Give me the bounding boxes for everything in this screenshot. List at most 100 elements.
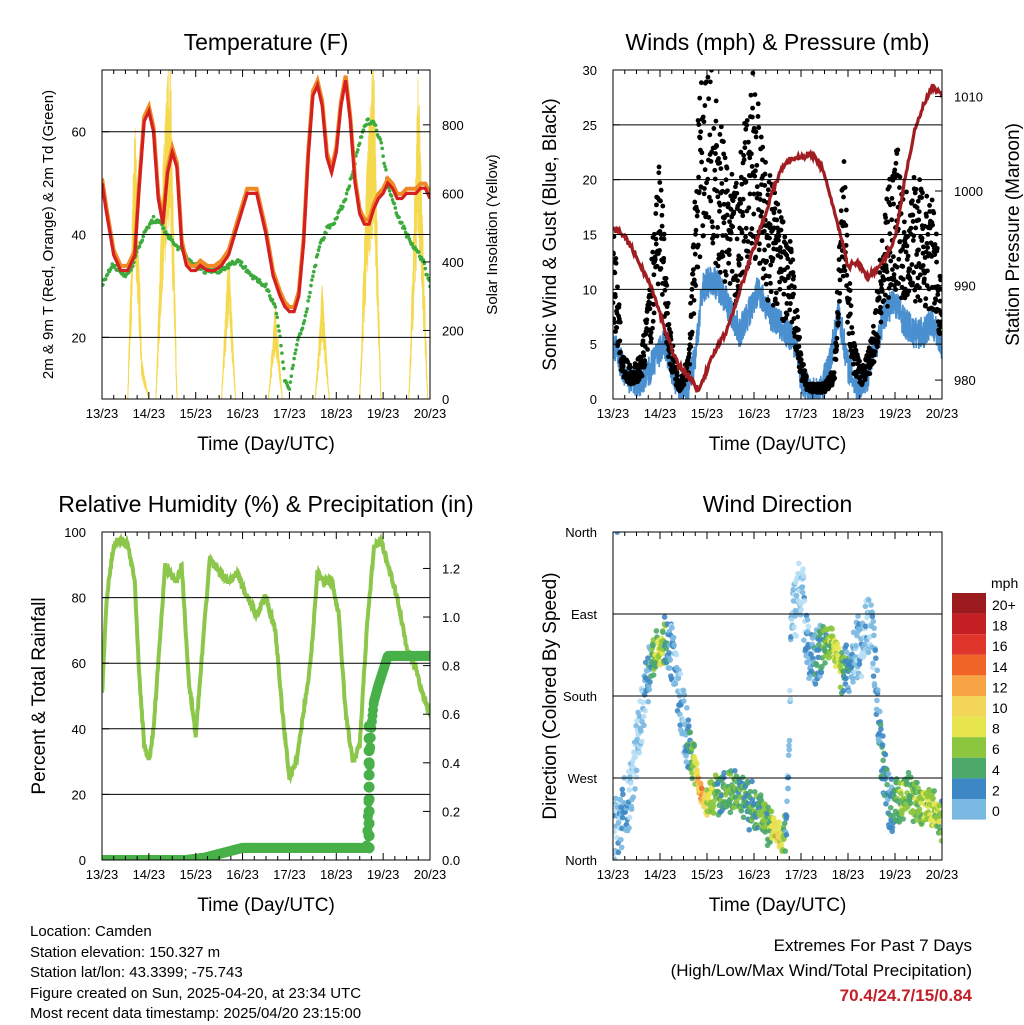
gust-point — [890, 267, 895, 272]
colorbar-label: 10 — [992, 700, 1008, 716]
gust-point — [751, 191, 757, 197]
gust-point — [749, 114, 755, 120]
dewpoint-point — [274, 311, 279, 316]
direction-title: Wind Direction — [703, 491, 853, 517]
gust-point — [894, 264, 900, 270]
dewpoint-point — [311, 274, 315, 278]
precip-point — [363, 769, 375, 781]
direction-point — [728, 768, 734, 774]
dewpoint-point — [378, 137, 383, 142]
direction-point — [856, 661, 863, 667]
gust-point — [683, 377, 689, 383]
gust-point — [696, 189, 702, 195]
gust-point — [891, 201, 896, 207]
gust-point — [910, 280, 916, 286]
x-tick-label: 19/23 — [879, 867, 912, 882]
direction-point — [667, 657, 674, 663]
gust-point — [697, 254, 703, 260]
gust-point — [923, 296, 929, 302]
gust-point — [870, 323, 876, 329]
gust-point — [741, 157, 747, 163]
gust-point — [831, 370, 837, 375]
gust-point — [760, 144, 766, 150]
y-tick-label: 100 — [64, 525, 86, 540]
gust-point — [733, 273, 739, 279]
precip-point — [363, 793, 375, 805]
gust-point — [718, 124, 724, 130]
gust-point — [719, 249, 725, 255]
gust-point — [747, 155, 753, 161]
gust-point — [917, 298, 923, 303]
gust-point — [687, 361, 693, 367]
dewpoint-point — [373, 123, 378, 127]
dewpoint-point — [105, 272, 110, 277]
gust-point — [919, 195, 924, 200]
dewpoint-point — [307, 295, 311, 299]
y-tick-label: 40 — [72, 722, 86, 737]
direction-plot-area — [613, 532, 942, 860]
gust-point — [720, 253, 726, 259]
x-tick-label: 20/23 — [926, 406, 959, 421]
direction-point — [727, 809, 734, 816]
gust-point — [768, 280, 773, 286]
x-tick-label: 13/23 — [86, 406, 119, 421]
gust-point — [771, 210, 777, 216]
dewpoint-point — [279, 343, 283, 348]
gust-point — [749, 151, 754, 157]
dewpoint-point — [422, 261, 427, 266]
dewpoint-point — [380, 146, 385, 151]
gust-point — [937, 330, 942, 336]
dewpoint-point — [410, 242, 414, 246]
direction-point — [680, 698, 687, 704]
gust-point — [772, 206, 778, 212]
x-tick-label: 14/23 — [133, 867, 166, 882]
gust-point — [798, 357, 804, 363]
gust-point — [798, 352, 804, 357]
gust-point — [768, 262, 774, 268]
gust-point — [692, 251, 698, 257]
x-tick-label: 16/23 — [738, 867, 771, 882]
dewpoint-point — [311, 269, 316, 274]
direction-point — [869, 613, 876, 620]
colorbar-title: mph — [991, 575, 1018, 591]
gust-point — [906, 288, 912, 294]
direction-point — [861, 652, 868, 658]
gust-point — [761, 266, 767, 272]
colorbar-label: 8 — [992, 721, 1000, 737]
direction-point — [880, 757, 886, 764]
station-latlon: Station lat/lon: 43.3399; -75.743 — [30, 964, 243, 981]
gust-point — [923, 302, 928, 308]
gust-point — [778, 215, 784, 220]
direction-point — [938, 809, 942, 816]
gust-point — [613, 260, 619, 266]
direction-point — [938, 837, 942, 844]
colorbar-swatch — [952, 778, 986, 799]
gust-point — [617, 319, 623, 325]
gust-point — [784, 301, 790, 306]
gust-point — [723, 272, 729, 278]
gust-point — [913, 264, 919, 270]
winds-ylabel: Sonic Wind & Gust (Blue, Black) — [540, 98, 561, 370]
colorbar-swatch — [952, 654, 986, 676]
direction-point — [871, 625, 877, 631]
gust-point — [773, 290, 779, 296]
y2-tick-label: 0 — [442, 392, 449, 407]
gust-point — [910, 219, 916, 224]
gust-point — [690, 267, 696, 273]
gust-point — [749, 226, 755, 232]
dewpoint-point — [310, 278, 314, 282]
x-tick-label: 13/23 — [597, 406, 630, 421]
gust-point — [802, 368, 808, 374]
dewpoint-point — [276, 324, 280, 328]
dewpoint-point — [162, 226, 166, 230]
gust-point — [738, 256, 744, 261]
dewpoint-point — [257, 277, 262, 282]
direction-xlabel: Time (Day/UTC) — [709, 895, 847, 916]
gust-point — [845, 319, 850, 325]
gust-point — [741, 238, 747, 244]
gust-point — [743, 126, 749, 132]
gust-point — [659, 212, 665, 218]
direction-point — [768, 808, 775, 815]
gust-point — [695, 118, 701, 123]
direction-point — [896, 819, 903, 825]
